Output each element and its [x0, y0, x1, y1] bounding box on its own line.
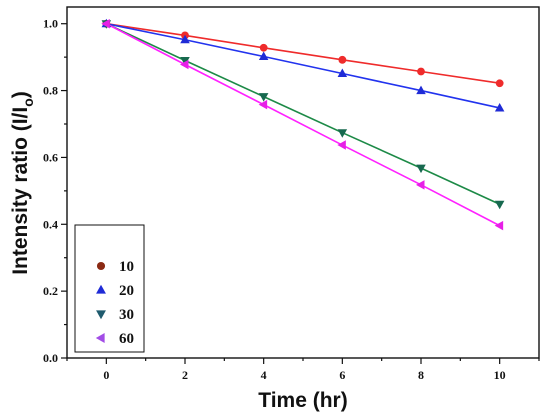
legend-marker-20: [96, 284, 106, 294]
legend-label-30: 30: [119, 307, 134, 323]
y-tick-label: 0.6: [43, 150, 58, 164]
x-axis-title: Time (hr): [258, 389, 347, 412]
data-point-10-5: [495, 79, 504, 88]
data-point-60-0: [101, 18, 110, 29]
series-markers: [101, 18, 505, 231]
x-tick-label: 2: [182, 368, 188, 382]
data-point-10-3: [338, 55, 347, 64]
series-lines: [105, 22, 501, 227]
series-line-60: [105, 23, 501, 227]
y-tick-label: 1.0: [43, 17, 58, 31]
data-point-20-4: [416, 85, 426, 95]
y-tick-label: 0.0: [43, 351, 58, 365]
legend-box: [74, 224, 145, 353]
x-tick-label: 10: [494, 368, 506, 382]
legend-label-60: 60: [119, 331, 134, 347]
legend: 10 20 30 60: [74, 224, 145, 353]
x-tick-label: 0: [103, 368, 109, 382]
series-line-20: [106, 22, 500, 109]
data-point-30-5: [494, 200, 505, 210]
legend-label-20: 20: [119, 283, 134, 299]
legend-marker-10: [96, 261, 106, 271]
x-tick-label: 4: [261, 368, 267, 382]
data-point-30-3: [337, 129, 348, 138]
data-point-20-2: [258, 51, 269, 60]
data-point-20-3: [337, 68, 348, 78]
y-axis-tick-labels: 0.0 0.2 0.4 0.6 0.8 1.0: [43, 17, 58, 365]
y-axis-title-subscript: o: [20, 98, 36, 107]
x-tick-label: 6: [339, 368, 345, 382]
y-axis-title-main: Intensity ratio (I/I: [9, 107, 32, 275]
x-tick-label: 8: [418, 368, 424, 382]
data-point-30-2: [258, 93, 269, 102]
data-point-30-1: [180, 56, 190, 66]
data-point-60-2: [258, 99, 268, 110]
data-point-20-1: [180, 34, 190, 44]
data-point-20-5: [494, 102, 505, 112]
data-point-10-4: [417, 67, 425, 76]
x-axis-tick-labels: 0 2 4 6 8 10: [103, 368, 505, 382]
y-axis-title: Intensity ratio (I/Io): [9, 91, 36, 275]
legend-label-10: 10: [119, 259, 134, 275]
y-axis-ticks: [61, 23, 67, 359]
y-tick-label: 0.2: [43, 284, 58, 298]
data-point-60-4: [416, 180, 425, 190]
data-point-60-3: [337, 140, 346, 150]
legend-marker-30: [96, 310, 106, 320]
legend-marker-60: [95, 333, 105, 343]
y-axis-title-close: ): [9, 91, 32, 98]
data-point-30-4: [416, 164, 426, 174]
data-point-60-1: [180, 59, 189, 70]
y-tick-label: 0.4: [43, 217, 58, 231]
series-line-30: [105, 22, 501, 205]
data-point-10-2: [259, 43, 268, 52]
data-point-60-5: [494, 220, 504, 231]
series-line-10: [106, 22, 500, 85]
y-tick-label: 0.8: [43, 84, 58, 98]
legend-items: 10 20 30 60: [95, 259, 134, 347]
